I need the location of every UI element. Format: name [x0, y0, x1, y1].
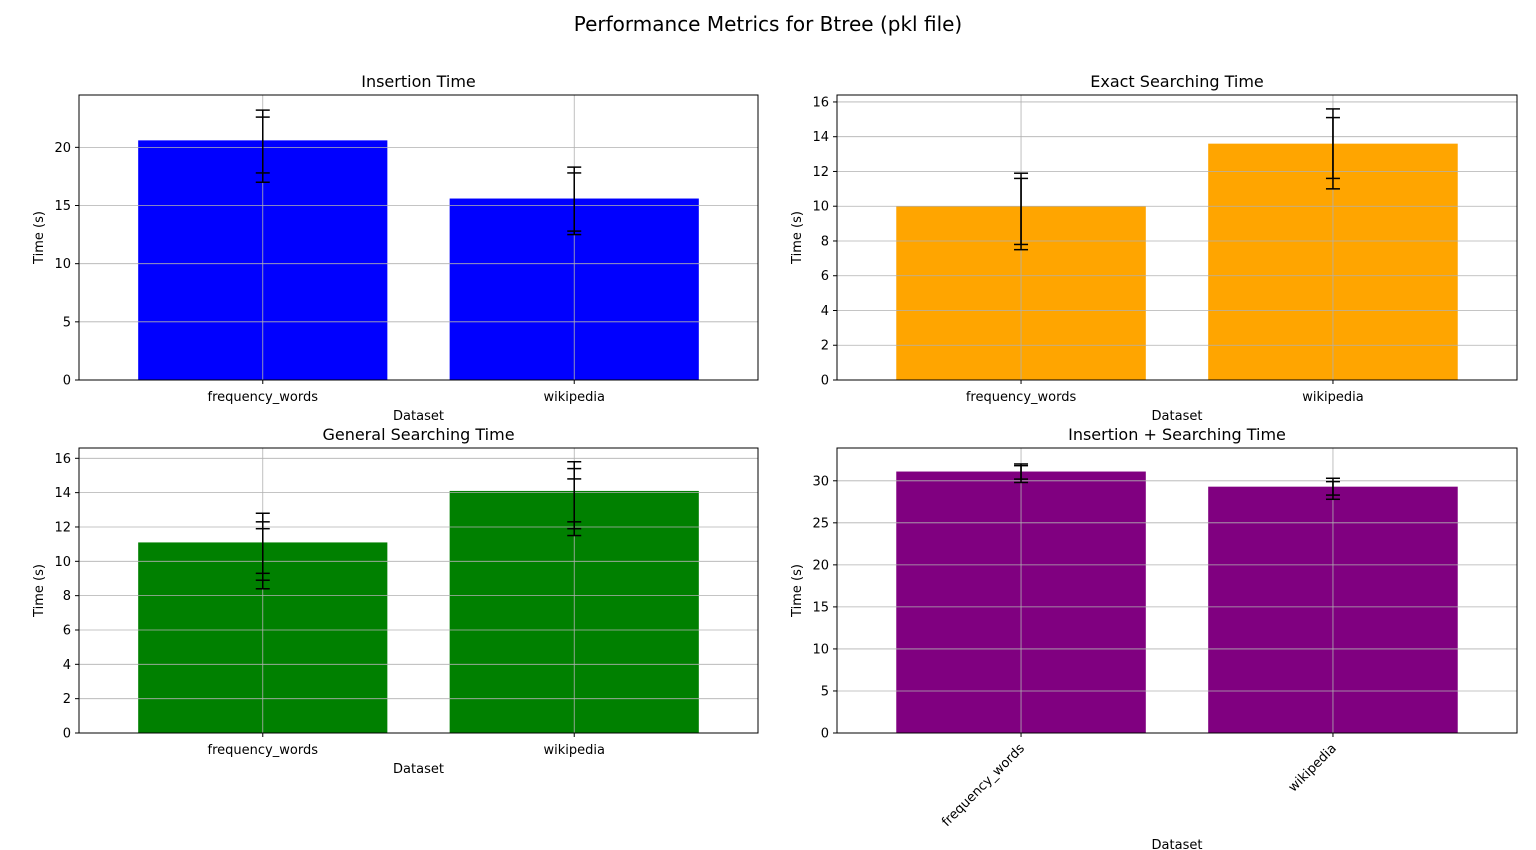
- y-tick-label: 2: [821, 339, 829, 354]
- x-tick-label: frequency_words: [208, 743, 319, 758]
- x-axis-label: Dataset: [1152, 409, 1203, 424]
- plot-frame: [78, 94, 759, 381]
- x-tick-label: frequency_words: [939, 741, 1028, 830]
- plot-frame: [836, 94, 1518, 381]
- plot-frame: [836, 447, 1518, 734]
- y-tick-label: 6: [821, 269, 829, 284]
- y-tick-label: 10: [54, 257, 71, 272]
- subplot-1: 0 5 10 15 20 frequency_words wikipedia Insertio…: [32, 72, 759, 424]
- subplot-3: 0 2 4 6 8 10 12 14 16 frequency_words wikipedia Gen…: [32, 425, 759, 777]
- y-tick-label: 14: [54, 486, 71, 501]
- subplot-title: Insertion Time: [361, 72, 476, 91]
- y-tick-label: 6: [63, 623, 71, 638]
- x-tick-label: wikipedia: [543, 390, 604, 405]
- y-tick-label: 4: [821, 304, 829, 319]
- y-axis-label: Time (s): [790, 211, 805, 265]
- x-tick-label: wikipedia: [1302, 390, 1363, 405]
- y-tick-label: 12: [812, 165, 829, 180]
- x-tick-label: wikipedia: [543, 743, 604, 758]
- y-tick-label: 8: [821, 234, 829, 249]
- y-tick-label: 0: [63, 727, 71, 742]
- subplot-2: 0 2 4 6 8 10 12 14 16 frequency_words wikipedia Exa…: [790, 72, 1518, 424]
- y-tick-label: 10: [54, 555, 71, 570]
- y-tick-label: 2: [63, 692, 71, 707]
- y-axis-label: Time (s): [790, 564, 805, 618]
- x-axis-label: Dataset: [393, 762, 444, 777]
- y-tick-label: 5: [821, 684, 829, 699]
- x-axis-label: Dataset: [393, 409, 444, 424]
- y-tick-label: 20: [54, 141, 71, 156]
- y-tick-label: 30: [812, 474, 829, 489]
- y-tick-label: 15: [54, 199, 71, 214]
- y-tick-label: 0: [63, 374, 71, 389]
- x-tick-label: frequency_words: [966, 390, 1077, 405]
- subplot-4: 0 5 10 15 20 25 30 frequency_words wikipedia Inse…: [790, 425, 1518, 850]
- y-tick-label: 4: [63, 658, 71, 673]
- y-tick-label: 10: [812, 200, 829, 215]
- y-axis-label: Time (s): [32, 564, 47, 618]
- y-tick-label: 16: [812, 95, 829, 110]
- y-tick-label: 0: [821, 374, 829, 389]
- subplot-title: Exact Searching Time: [1090, 72, 1264, 91]
- y-tick-label: 16: [54, 452, 71, 467]
- y-tick-label: 5: [63, 315, 71, 330]
- y-tick-label: 0: [821, 727, 829, 742]
- y-tick-label: 10: [812, 642, 829, 657]
- x-tick-label: wikipedia: [1286, 741, 1340, 795]
- y-tick-label: 15: [812, 600, 829, 615]
- x-axis-label: Dataset: [1152, 838, 1203, 850]
- y-tick-label: 25: [812, 516, 829, 531]
- y-tick-label: 8: [63, 589, 71, 604]
- figure-title: Performance Metrics for Btree (pkl file): [573, 12, 963, 36]
- y-axis-label: Time (s): [32, 211, 47, 265]
- subplot-title: Insertion + Searching Time: [1068, 425, 1286, 444]
- y-tick-label: 20: [812, 558, 829, 573]
- y-tick-label: 14: [812, 130, 829, 145]
- plot-frame: [78, 447, 759, 734]
- y-tick-label: 12: [54, 520, 71, 535]
- subplot-title: General Searching Time: [322, 425, 514, 444]
- x-tick-label: frequency_words: [208, 390, 319, 405]
